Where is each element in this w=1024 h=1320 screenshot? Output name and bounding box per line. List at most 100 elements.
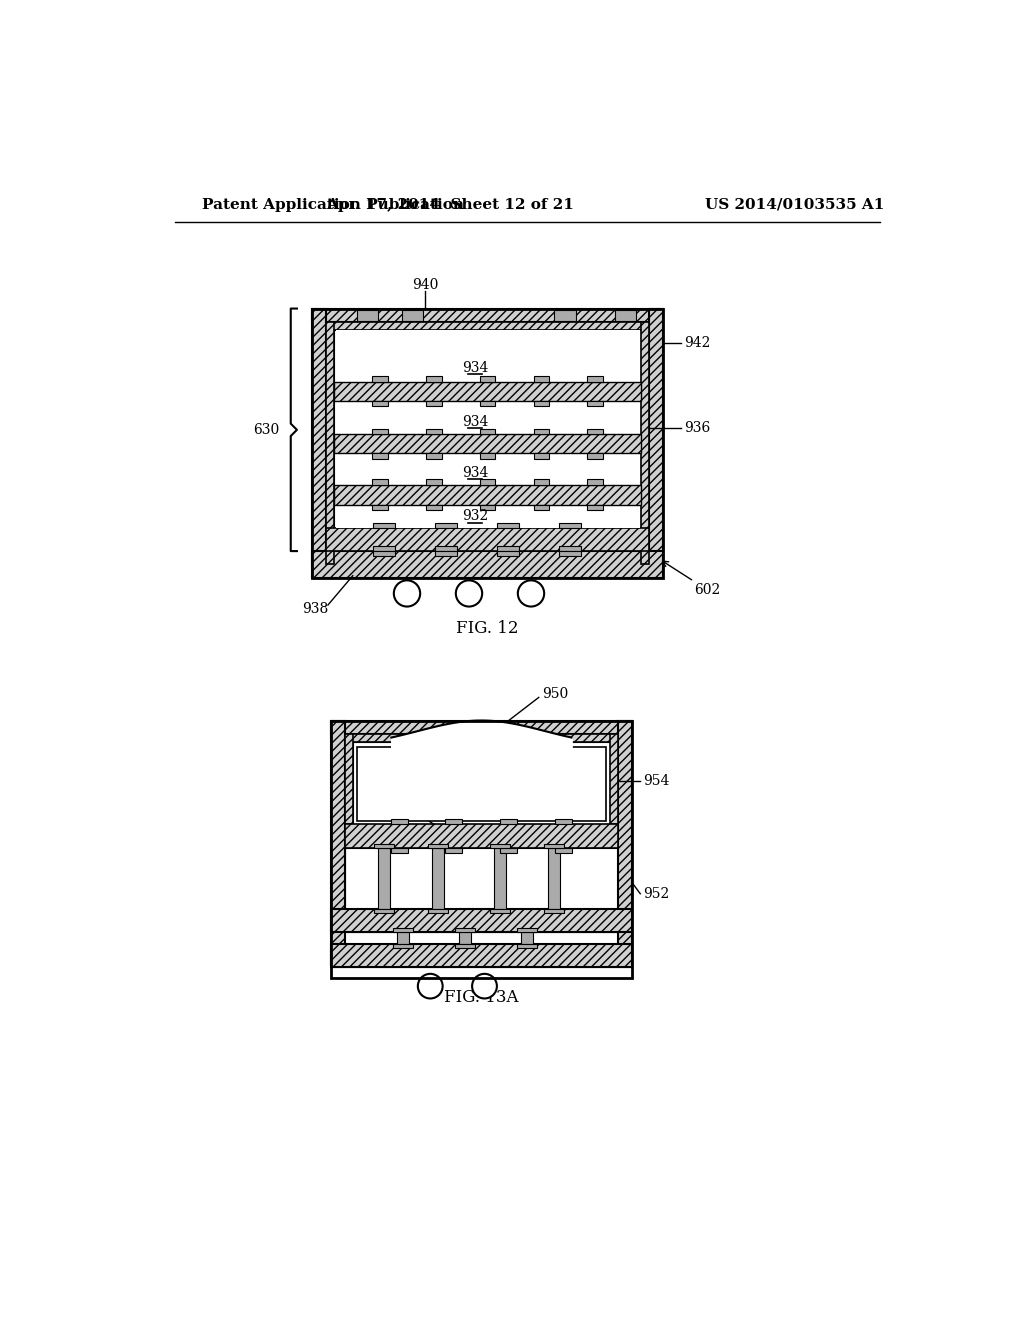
Text: 936: 936 [684, 421, 711, 434]
Polygon shape [393, 944, 414, 948]
Text: 950: 950 [542, 686, 568, 701]
Polygon shape [345, 825, 617, 847]
Polygon shape [390, 818, 408, 825]
Polygon shape [588, 479, 603, 484]
Polygon shape [445, 847, 463, 853]
Polygon shape [432, 847, 444, 909]
Polygon shape [426, 401, 441, 407]
Polygon shape [374, 909, 394, 913]
Polygon shape [494, 847, 506, 909]
Polygon shape [534, 453, 549, 459]
Polygon shape [312, 552, 663, 578]
Polygon shape [373, 453, 388, 459]
Text: 942: 942 [378, 480, 403, 495]
Polygon shape [378, 847, 390, 909]
Polygon shape [521, 932, 534, 944]
Polygon shape [534, 506, 549, 511]
Polygon shape [327, 528, 649, 552]
Polygon shape [480, 429, 496, 434]
Polygon shape [373, 506, 388, 511]
Polygon shape [331, 721, 345, 965]
Text: 602: 602 [663, 561, 720, 597]
Polygon shape [489, 843, 510, 847]
Polygon shape [614, 310, 636, 321]
Circle shape [418, 974, 442, 998]
Polygon shape [588, 376, 603, 381]
Polygon shape [373, 552, 394, 556]
Polygon shape [649, 309, 663, 564]
Polygon shape [428, 909, 449, 913]
Circle shape [456, 581, 482, 607]
Polygon shape [559, 524, 581, 528]
Polygon shape [497, 546, 518, 552]
Polygon shape [435, 524, 457, 528]
Polygon shape [356, 310, 378, 321]
Polygon shape [559, 552, 581, 556]
Text: FIG. 13A: FIG. 13A [444, 989, 518, 1006]
Polygon shape [480, 479, 496, 484]
Polygon shape [617, 721, 632, 965]
Polygon shape [455, 928, 475, 932]
Text: 942: 942 [684, 337, 711, 350]
Polygon shape [426, 376, 441, 381]
Polygon shape [345, 734, 617, 742]
Circle shape [394, 581, 420, 607]
Polygon shape [497, 524, 518, 528]
Polygon shape [428, 843, 449, 847]
Text: 948: 948 [397, 804, 424, 818]
Text: FIG. 12: FIG. 12 [457, 619, 519, 636]
Circle shape [472, 974, 497, 998]
Polygon shape [489, 909, 510, 913]
Text: 946: 946 [407, 767, 433, 781]
Polygon shape [336, 330, 640, 381]
Text: 630: 630 [253, 422, 280, 437]
Polygon shape [373, 546, 394, 552]
Polygon shape [435, 546, 457, 552]
Polygon shape [555, 847, 572, 853]
Polygon shape [336, 401, 640, 434]
Polygon shape [352, 742, 610, 825]
Text: Patent Application Publication: Patent Application Publication [202, 198, 464, 211]
Text: 940: 940 [412, 279, 438, 293]
Polygon shape [559, 546, 581, 552]
Polygon shape [497, 552, 518, 556]
Polygon shape [397, 932, 410, 944]
Polygon shape [331, 932, 632, 944]
Polygon shape [345, 847, 617, 909]
Text: 954: 954 [643, 774, 670, 788]
Polygon shape [327, 322, 649, 330]
Polygon shape [393, 928, 414, 932]
Polygon shape [534, 401, 549, 407]
Polygon shape [374, 843, 394, 847]
Text: US 2014/0103535 A1: US 2014/0103535 A1 [705, 198, 884, 211]
Text: 952: 952 [643, 887, 670, 900]
Polygon shape [501, 847, 517, 853]
Polygon shape [455, 944, 475, 948]
Text: Apr. 17, 2014  Sheet 12 of 21: Apr. 17, 2014 Sheet 12 of 21 [326, 198, 573, 211]
Polygon shape [373, 376, 388, 381]
Polygon shape [334, 484, 641, 506]
Polygon shape [312, 309, 327, 564]
Circle shape [518, 581, 544, 607]
Polygon shape [480, 376, 496, 381]
Text: 934: 934 [462, 466, 488, 479]
Polygon shape [544, 843, 564, 847]
Polygon shape [426, 479, 441, 484]
Polygon shape [390, 847, 408, 853]
Text: 932: 932 [462, 510, 488, 524]
Polygon shape [517, 928, 538, 932]
Polygon shape [534, 429, 549, 434]
Polygon shape [331, 721, 632, 734]
Polygon shape [435, 552, 457, 556]
Polygon shape [641, 322, 649, 564]
Polygon shape [373, 479, 388, 484]
Polygon shape [534, 376, 549, 381]
Polygon shape [588, 506, 603, 511]
Polygon shape [373, 524, 394, 528]
Polygon shape [312, 309, 663, 322]
Polygon shape [331, 909, 632, 932]
Polygon shape [480, 401, 496, 407]
Polygon shape [548, 847, 560, 909]
Polygon shape [356, 747, 606, 821]
Polygon shape [334, 330, 641, 528]
